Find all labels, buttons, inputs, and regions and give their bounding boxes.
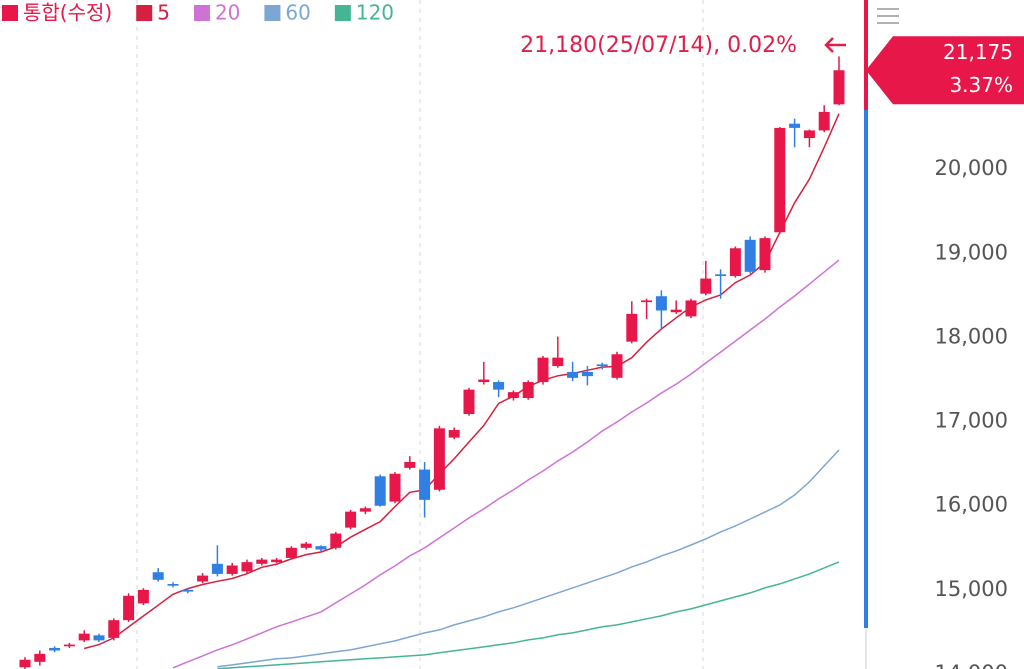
- arrow-icon[interactable]: [824, 37, 846, 53]
- candle-body: [78, 633, 90, 641]
- candle-body: [685, 300, 697, 317]
- candle-body: [507, 392, 519, 399]
- candle-body: [197, 575, 209, 582]
- candle-body: [389, 473, 401, 502]
- candle-body: [567, 371, 579, 378]
- candle-body: [803, 130, 815, 139]
- legend-label: 통합(수정): [23, 1, 112, 25]
- candle-body: [655, 296, 667, 311]
- candle-body: [404, 461, 416, 468]
- candle-body: [167, 584, 179, 586]
- candle-body: [537, 357, 549, 383]
- legend-label: 20: [215, 1, 240, 25]
- candle-body: [670, 309, 682, 313]
- candle-body: [137, 589, 149, 604]
- candle-body: [256, 559, 268, 564]
- candle-body: [789, 123, 801, 128]
- plot-area: [19, 56, 845, 669]
- candle-body: [522, 382, 534, 399]
- legend-label: 120: [356, 1, 394, 25]
- candle-body: [774, 127, 786, 233]
- candle-body: [433, 428, 445, 490]
- candle-body: [226, 565, 238, 574]
- legend-swatch: [2, 5, 18, 21]
- y-tick-label: 14,000: [935, 661, 1008, 669]
- candle-body: [19, 659, 31, 668]
- candle-body: [641, 300, 653, 303]
- candle-body: [330, 533, 342, 548]
- legend-label: 60: [285, 1, 310, 25]
- candle-body: [833, 70, 845, 105]
- price-tag-box: [866, 36, 1024, 105]
- ma-line: [172, 259, 840, 669]
- legend: 통합(수정) 5 20 60 120: [2, 1, 394, 25]
- candle-body: [108, 620, 120, 638]
- range-bar-up: [864, 0, 868, 110]
- arrow: [824, 37, 846, 53]
- ma-line: [217, 449, 840, 668]
- candle-body: [49, 647, 61, 651]
- y-tick-label: 17,000: [935, 409, 1008, 433]
- candle-body: [123, 595, 135, 621]
- candle-body: [34, 653, 46, 662]
- candle-body: [182, 589, 194, 592]
- ma-line: [217, 561, 840, 669]
- legend-swatch: [193, 5, 210, 21]
- vertical-grid: [136, 0, 704, 669]
- candle-body: [93, 635, 105, 641]
- candle-body: [744, 239, 756, 272]
- candle-body: [700, 278, 712, 294]
- candle-body: [345, 511, 357, 528]
- candle-body: [596, 364, 608, 367]
- candle-body: [626, 313, 638, 342]
- candle-body: [759, 238, 771, 271]
- range-bar-down: [864, 110, 868, 628]
- candle-body: [493, 382, 505, 390]
- candle-body: [359, 508, 371, 512]
- candle-body: [729, 248, 741, 277]
- y-tick-label: 20,000: [935, 156, 1008, 180]
- price-tag-change: 3.37%: [949, 73, 1013, 97]
- ma-line: [84, 113, 840, 650]
- candle-body: [374, 476, 386, 506]
- candle-body: [271, 559, 283, 563]
- legend-label: 5: [157, 1, 170, 25]
- annotation: 21,180(25/07/14), 0.02%: [520, 33, 797, 58]
- legend-swatch: [264, 5, 281, 21]
- candle-body: [285, 547, 297, 558]
- candle-body: [300, 543, 312, 548]
- legend-swatch: [136, 5, 153, 21]
- y-tick-label: 19,000: [935, 240, 1008, 264]
- candle-body: [463, 389, 475, 415]
- candle-body: [211, 563, 223, 574]
- candle-body: [152, 572, 164, 580]
- candle-body: [63, 644, 75, 647]
- price-tag-value: 21,175: [943, 40, 1013, 64]
- candle-body: [715, 274, 727, 277]
- candle-body: [419, 469, 431, 500]
- candle-body: [448, 430, 460, 438]
- candle-body: [581, 371, 593, 377]
- y-tick-label: 18,000: [935, 324, 1008, 348]
- candle-body: [478, 379, 490, 383]
- candle-body: [818, 111, 830, 131]
- menu-icon[interactable]: [877, 8, 899, 24]
- candle-body: [611, 354, 623, 378]
- y-tick-label: 15,000: [935, 577, 1008, 601]
- price-tag: 21,175 3.37%: [866, 36, 1024, 105]
- candle-body: [552, 357, 564, 367]
- y-tick-label: 16,000: [935, 493, 1008, 517]
- candle-body: [241, 562, 253, 572]
- legend-swatch: [334, 5, 351, 21]
- candle-body: [315, 546, 327, 550]
